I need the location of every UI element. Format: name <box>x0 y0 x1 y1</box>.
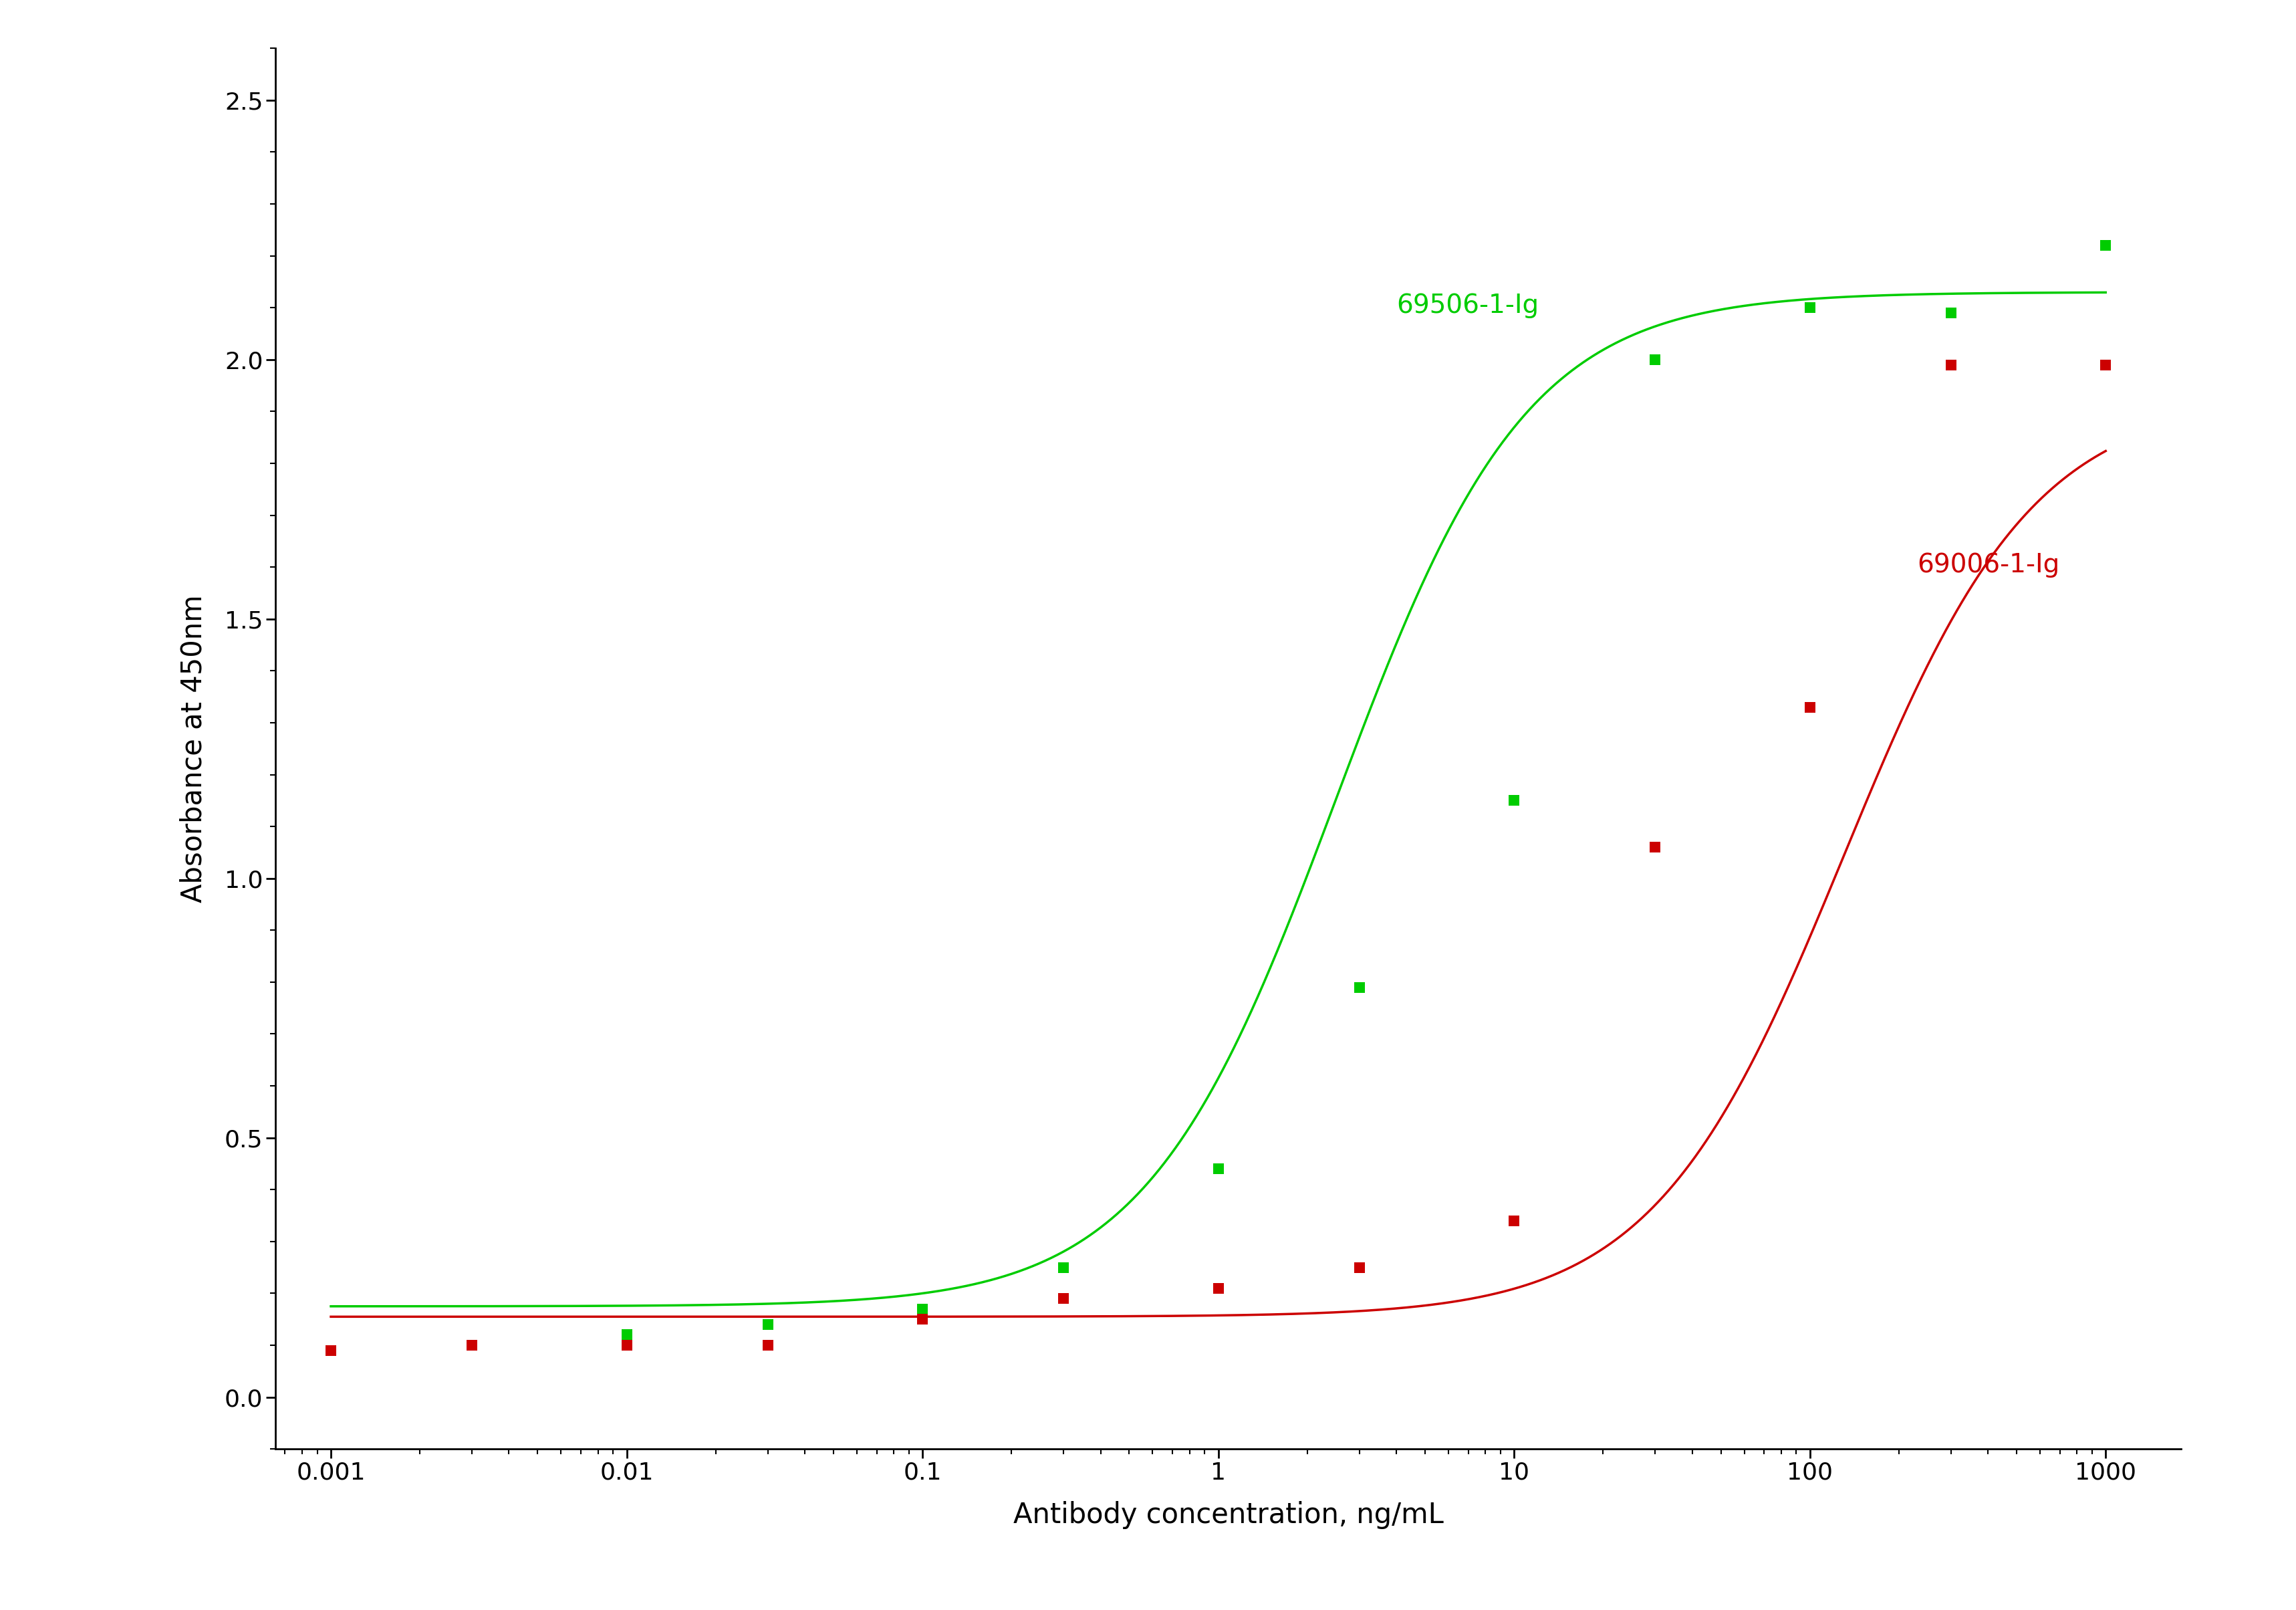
Point <box>608 1333 645 1359</box>
Point <box>1495 787 1531 813</box>
Point <box>312 1338 349 1364</box>
Point <box>455 1333 491 1359</box>
Point <box>1045 1286 1081 1312</box>
Point <box>748 1312 785 1338</box>
Y-axis label: Absorbance at 450nm: Absorbance at 450nm <box>179 594 209 903</box>
Point <box>1637 834 1674 860</box>
Point <box>455 1333 491 1359</box>
Point <box>1637 346 1674 372</box>
Point <box>1791 694 1828 720</box>
Point <box>1045 1254 1081 1280</box>
Point <box>905 1306 941 1331</box>
Text: 69006-1-Ig: 69006-1-Ig <box>1917 552 2060 578</box>
X-axis label: Antibody concentration, ng/mL: Antibody concentration, ng/mL <box>1013 1501 1444 1529</box>
Point <box>1495 1208 1531 1233</box>
Point <box>1791 295 1828 320</box>
Point <box>312 1338 349 1364</box>
Point <box>748 1333 785 1359</box>
Point <box>1201 1156 1238 1182</box>
Point <box>608 1322 645 1348</box>
Point <box>1341 974 1378 1000</box>
Point <box>2087 353 2124 378</box>
Text: 69506-1-Ig: 69506-1-Ig <box>1396 293 1538 319</box>
Point <box>1933 299 1970 325</box>
Point <box>905 1296 941 1322</box>
Point <box>2087 232 2124 258</box>
Point <box>1933 353 1970 378</box>
Point <box>1201 1275 1238 1301</box>
Point <box>1341 1254 1378 1280</box>
